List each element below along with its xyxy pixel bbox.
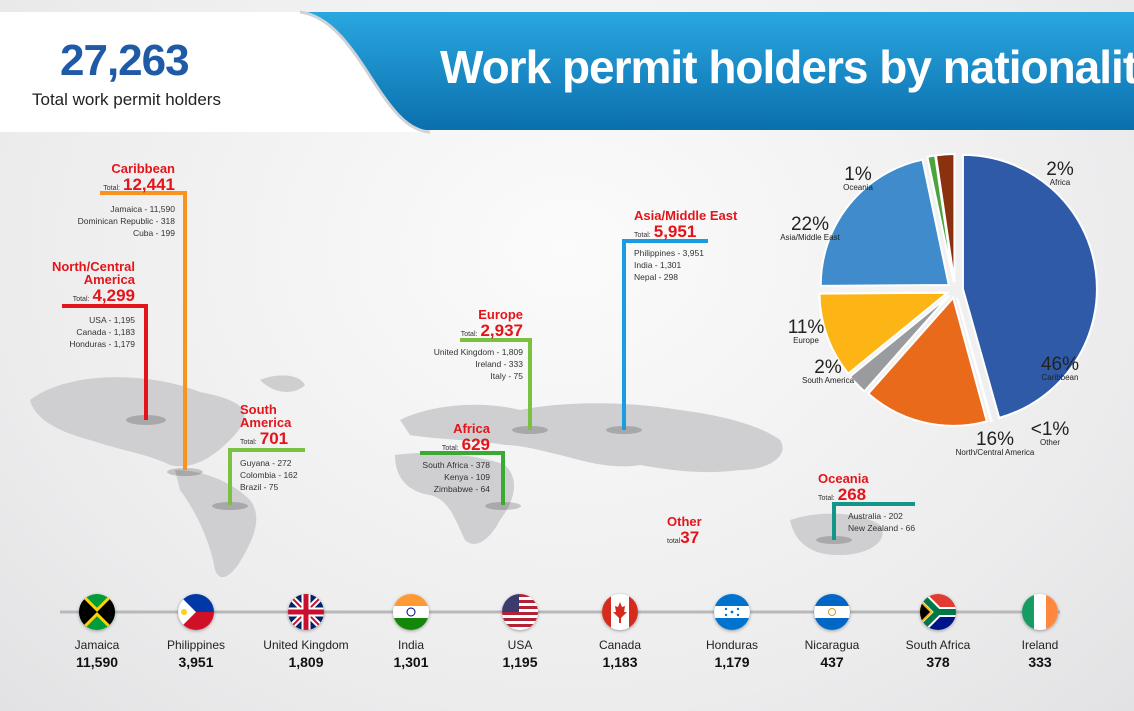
honduras-flag-icon — [714, 594, 750, 630]
pie-label-pct: <1% — [1030, 419, 1070, 440]
pie-label: 1% Oceania — [813, 165, 903, 192]
country-value: 1,183 — [602, 654, 638, 670]
pie-label-pct: 16% — [975, 429, 1015, 450]
country-stat: Canada 1,183 — [565, 638, 675, 670]
pie-label-name: Caribbean — [1041, 373, 1079, 382]
pie-label: 2% Africa — [1015, 160, 1105, 187]
pie-label-name: Other — [1039, 438, 1060, 447]
page-title: Work permit holders by nationality — [440, 41, 1134, 93]
country-stat: United Kingdom 1,809 — [251, 638, 361, 670]
pie-label: 16% North/Central America — [950, 430, 1040, 457]
pie-label: 46% Caribbean — [1015, 355, 1105, 382]
pie-slice-asia-middle-east — [819, 158, 951, 287]
pie-slice-south-america — [848, 294, 950, 393]
country-stat: Honduras 1,179 — [677, 638, 787, 670]
country-name: Jamaica — [74, 638, 120, 652]
pie-slice-north-central-america — [866, 295, 989, 427]
north-central-items: USA - 1,195 Canada - 1,183 Honduras - 1,17… — [69, 315, 135, 349]
country-name: Philippines — [166, 638, 226, 652]
pie-slice-other — [956, 297, 994, 423]
country-name: Ireland — [1021, 638, 1059, 652]
country-stat: Ireland 333 — [985, 638, 1095, 670]
pie-label-pct: 2% — [814, 357, 842, 378]
caribbean-items: Jamaica - 11,590 Dominican Republic - 318… — [77, 204, 175, 238]
pie-label-pct: 22% — [790, 214, 830, 235]
pie-slice-africa — [934, 153, 956, 283]
pie-label-name: South America — [801, 376, 855, 385]
country-name: Nicaragua — [804, 638, 860, 652]
pie-label-pct: 46% — [1040, 354, 1080, 375]
india-flag-icon — [393, 594, 429, 630]
pie-label: 22% Asia/Middle East — [765, 215, 855, 242]
region-asia: Asia/Middle East Total: 5,951 — [634, 208, 738, 241]
pie-label-pct: 2% — [1046, 159, 1074, 180]
country-name: Canada — [598, 638, 642, 652]
country-value: 1,301 — [393, 654, 429, 670]
total-label: Total work permit holders — [32, 90, 221, 109]
pie-label-name: Europe — [793, 336, 819, 345]
south-america-items: Guyana - 272 Colombia - 162 Brazil - 75 — [240, 458, 298, 492]
country-name: Honduras — [705, 638, 759, 652]
country-name: South Africa — [905, 638, 971, 652]
country-stat: Philippines 3,951 — [141, 638, 251, 670]
oceania-items: Australia - 202 New Zealand - 66 — [848, 511, 916, 533]
region-caribbean: Caribbean Total: 12,441 — [103, 161, 175, 194]
pie-label: 11% Europe — [761, 318, 851, 345]
ireland-flag-icon — [1022, 594, 1058, 630]
canada-flag-icon — [602, 594, 638, 630]
nicaragua-flag-icon — [814, 594, 850, 630]
region-other: Other total37 — [667, 514, 702, 547]
region-africa: Africa Total: 629 — [441, 421, 490, 454]
pie-label-name: Africa — [1049, 178, 1071, 187]
country-value: 333 — [1028, 654, 1052, 670]
region-south-america: South America Total: 701 — [240, 402, 292, 448]
country-value: 1,809 — [288, 654, 324, 670]
country-stat: USA 1,195 — [465, 638, 575, 670]
pie-label-pct: 1% — [844, 164, 872, 185]
region-oceania: Oceania Total: 268 — [818, 471, 869, 504]
country-name: India — [397, 638, 425, 652]
uk-flag-icon — [288, 594, 324, 630]
pie-label-name: Asia/Middle East — [780, 233, 840, 242]
region-europe: Europe Total: 2,937 — [460, 307, 523, 340]
country-value: 11,590 — [75, 654, 119, 670]
country-stat: South Africa 378 — [883, 638, 993, 670]
pie-label: 2% South America — [783, 358, 873, 385]
pie-label-name: North/Central America — [955, 448, 1035, 457]
country-value: 1,179 — [714, 654, 750, 670]
pie-slice-caribbean — [961, 153, 1098, 420]
philippines-flag-icon — [178, 594, 214, 630]
asia-items: Philippines - 3,951 India - 1,301 Nepal - … — [634, 248, 704, 282]
country-value: 1,195 — [502, 654, 538, 670]
europe-items: United Kingdom - 1,809 Ireland - 333 Italy… — [433, 347, 523, 381]
pie-label-name: Oceania — [843, 183, 873, 192]
header-banner — [0, 10, 1134, 134]
jamaica-flag-icon — [79, 594, 115, 630]
africa-items: South Africa - 378 Kenya - 109 Zimbabwe - … — [422, 460, 490, 494]
pie-slice-europe — [818, 291, 951, 376]
south-africa-flag-icon — [920, 594, 956, 630]
pie-label: <1% Other — [1005, 420, 1095, 447]
region-north-central: North/Central America Total: 4,299 — [51, 259, 135, 305]
country-stat: Nicaragua 437 — [777, 638, 887, 670]
country-name: USA — [507, 638, 533, 652]
country-stat: Jamaica 11,590 — [42, 638, 152, 670]
country-value: 378 — [926, 654, 950, 670]
country-name: United Kingdom — [263, 638, 349, 652]
pie-label-pct: 11% — [787, 317, 825, 338]
country-stat: India 1,301 — [356, 638, 466, 670]
country-value: 3,951 — [178, 654, 214, 670]
usa-flag-icon — [502, 594, 538, 630]
total-count: 27,263 — [60, 36, 190, 85]
country-value: 437 — [820, 654, 844, 670]
